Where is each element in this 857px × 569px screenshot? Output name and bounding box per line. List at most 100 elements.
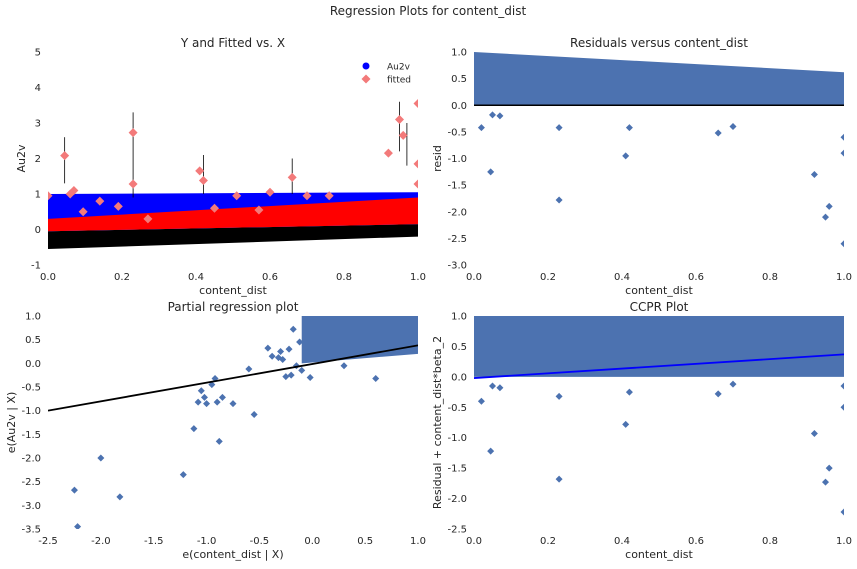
data-point: [296, 338, 304, 346]
fitted-point: [195, 166, 205, 176]
x-tick-label: -1.5: [144, 536, 164, 547]
y-tick-label: 5: [35, 48, 41, 59]
x-axis-label: e(content_dist | X): [182, 548, 283, 561]
fitted-point: [143, 214, 153, 224]
plot-title: Partial regression plot: [168, 300, 299, 314]
y-axis-label: Au2v: [15, 144, 28, 172]
data-point: [268, 352, 276, 360]
fitted-point: [78, 207, 88, 217]
data-point: [822, 478, 829, 486]
x-tick-label: 1.0: [836, 536, 852, 547]
data-point: [282, 373, 290, 381]
data-point: [625, 388, 633, 396]
fitted-point: [210, 203, 219, 213]
x-tick-label: 0.0: [40, 272, 56, 283]
data-point: [840, 240, 844, 248]
data-point: [729, 123, 737, 131]
y-tick-label: -1.0: [21, 406, 41, 417]
data-point: [810, 170, 818, 178]
data-point: [74, 523, 82, 529]
data-point: [303, 349, 311, 357]
data-point: [287, 371, 295, 379]
data-point: [218, 393, 226, 401]
x-tick-label: -1.0: [197, 536, 217, 547]
y-tick-label: 0.5: [451, 74, 467, 85]
fitted-point: [128, 179, 138, 189]
legend-label-fitted: fitted: [387, 76, 411, 86]
legend-marker-au2v: [362, 62, 370, 70]
data-point: [555, 124, 563, 132]
data-point: [340, 362, 348, 370]
x-tick-label: 0.4: [188, 272, 204, 283]
x-tick-label: 0.6: [262, 272, 278, 283]
x-tick-label: 0.6: [688, 272, 704, 283]
panel-fitted: Au2v fitted 0.0 0.2 0.4 0.6 0.8 1.0 -1 0 1 2 3 4 5 Y an…: [15, 36, 426, 297]
data-point: [496, 384, 504, 392]
y-axis-label: e(Au2v | X): [5, 392, 18, 454]
panel-partreg: -2.5 -2.0 -1.5 -1.0 -0.5 0.0 0.5 1.0 -3.5 -3.0 -2.…: [5, 300, 426, 561]
plot-content: [48, 316, 418, 529]
x-tick-label: 0.0: [466, 272, 482, 283]
y-axis-label: Residual + content_dist*beta_2: [431, 336, 444, 509]
y-tick-label: -3.5: [21, 525, 41, 536]
fitted-point: [302, 191, 312, 201]
data-point: [197, 387, 205, 395]
y-tick-label: -2.0: [447, 494, 467, 505]
fitted-point: [113, 201, 123, 211]
y-tick-label: -0.5: [21, 383, 41, 394]
data-point: [245, 365, 253, 373]
fitted-point: [48, 191, 53, 201]
y-tick-label: -0.5: [447, 127, 467, 138]
data-point: [840, 508, 844, 516]
x-tick-label: 0.0: [304, 536, 320, 547]
y-tick-label: -1.5: [447, 181, 467, 192]
data-point: [477, 397, 485, 405]
data-point: [487, 447, 495, 455]
plot-title: CCPR Plot: [630, 300, 689, 314]
data-point: [840, 133, 844, 141]
x-tick-label: 0.2: [540, 272, 556, 283]
y-tick-label: -3.0: [21, 501, 41, 512]
data-point: [116, 493, 124, 501]
y-tick-label: -0.5: [447, 403, 467, 414]
data-point: [555, 392, 563, 400]
y-tick-label: 4: [35, 83, 41, 94]
data-point: [97, 454, 105, 462]
fitted-point: [324, 191, 334, 201]
data-point: [714, 129, 722, 137]
y-tick-label: -1.0: [447, 433, 467, 444]
x-tick-label: 0.8: [336, 272, 352, 283]
fitted-point: [265, 187, 275, 197]
fitted-band: [48, 197, 418, 232]
data-point: [279, 356, 287, 364]
data-band: [474, 52, 844, 106]
legend-label-au2v: Au2v: [387, 63, 411, 73]
fitted-point: [69, 185, 79, 195]
fitted-point: [287, 172, 297, 182]
data-point: [810, 429, 818, 437]
fitted-point: [60, 151, 70, 161]
x-tick-label: 1.0: [836, 272, 852, 283]
y-tick-label: 1.0: [25, 312, 41, 323]
data-point: [489, 111, 496, 119]
data-point: [190, 425, 198, 433]
y-tick-label: 2: [35, 154, 41, 165]
y-tick-label: -2.5: [447, 234, 467, 245]
y-tick-label: -3.0: [447, 261, 467, 272]
data-point: [840, 403, 844, 411]
y-tick-label: -2.0: [447, 207, 467, 218]
data-point: [489, 382, 496, 390]
x-tick-label: -2.5: [38, 536, 58, 547]
fitted-point: [254, 205, 264, 215]
y-axis-label: resid: [431, 145, 444, 172]
y-tick-label: -1: [31, 261, 41, 272]
data-point: [625, 124, 633, 132]
y-tick-label: -1.0: [447, 154, 467, 165]
data-point: [179, 471, 187, 479]
x-tick-label: 0.2: [114, 272, 130, 283]
y-tick-label: -1.5: [21, 430, 41, 441]
data-point: [277, 348, 285, 355]
lower-black-band: [48, 224, 418, 250]
x-axis-label: content_dist: [625, 284, 693, 297]
